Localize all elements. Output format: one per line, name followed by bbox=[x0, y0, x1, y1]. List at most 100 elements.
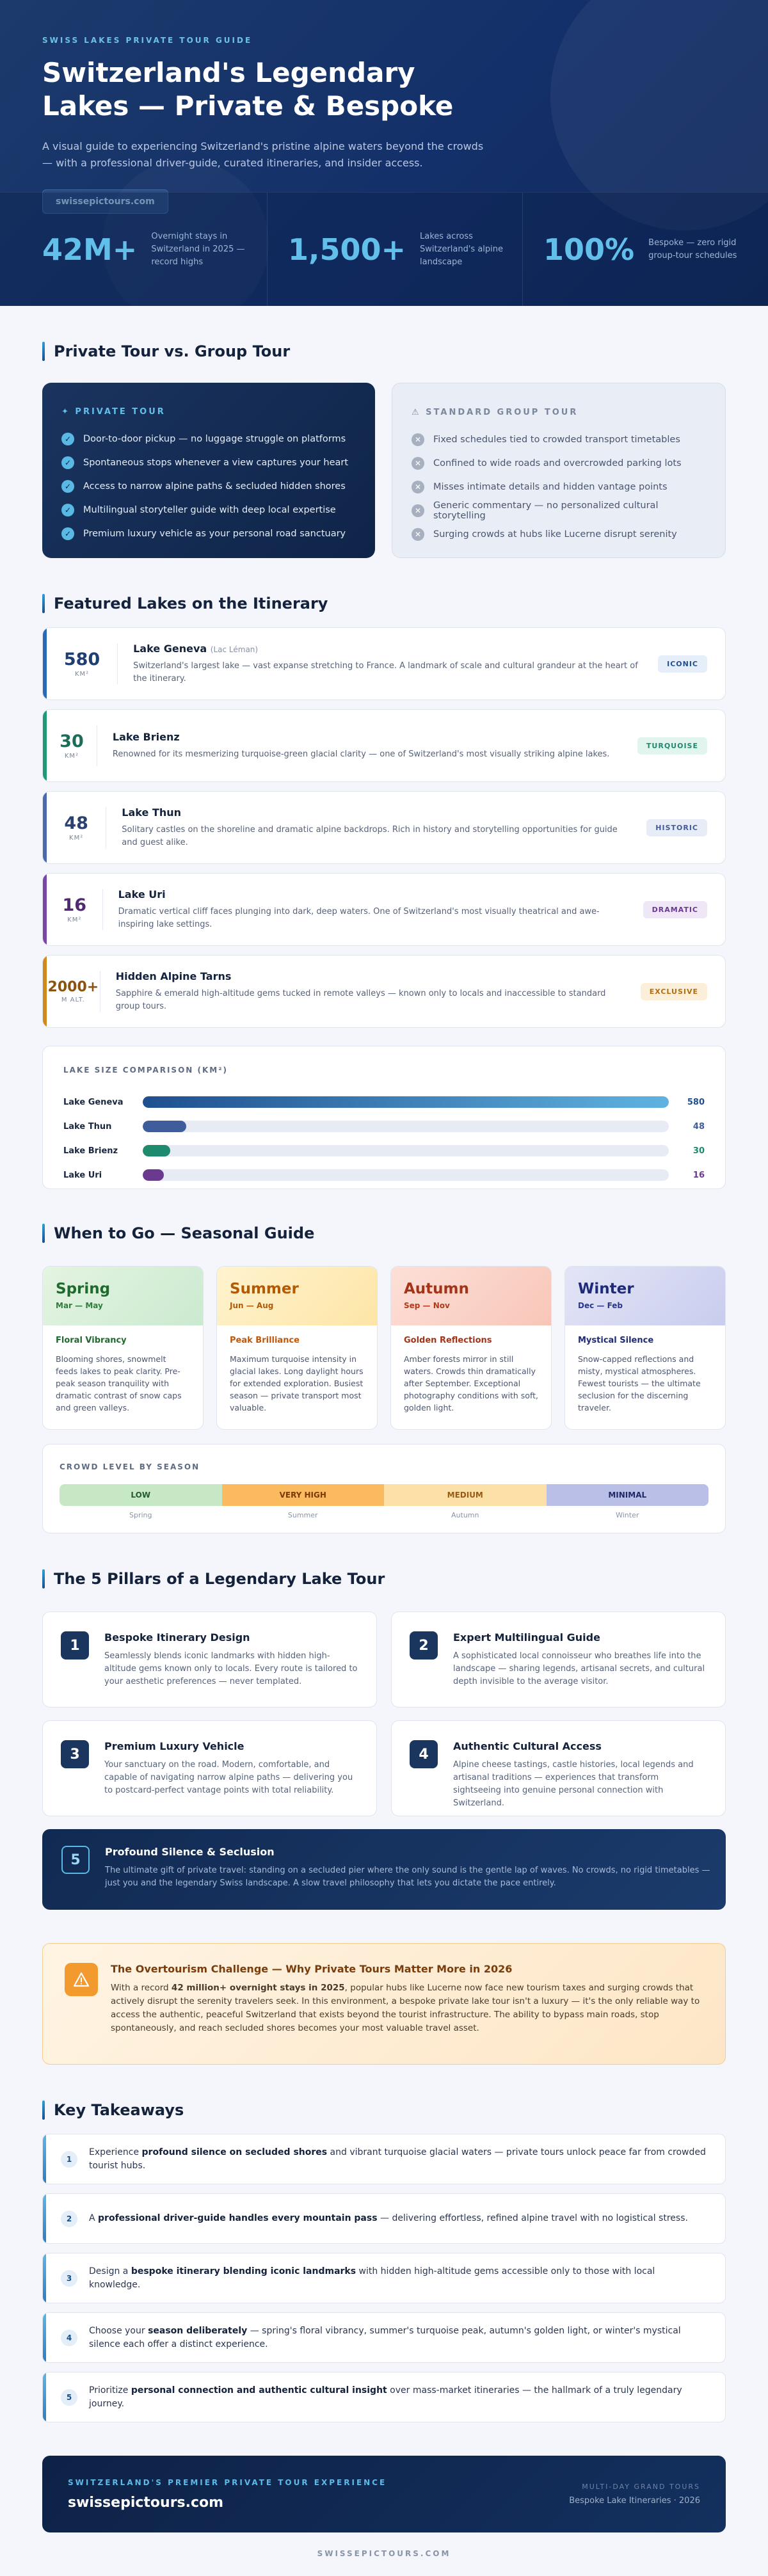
takeaway-text: Prioritize personal connection and authe… bbox=[89, 2384, 707, 2411]
stat-label: Overnight stays in Switzerland in 2025 —… bbox=[151, 231, 245, 267]
text-bold: 42 million+ overnight stays in 2025 bbox=[171, 1983, 345, 1993]
lake-metric-unit: KM² bbox=[67, 916, 82, 924]
check-icon: ✓ bbox=[61, 456, 74, 469]
pillars-section: The 5 Pillars of a Legendary Lake Tour 1… bbox=[42, 1569, 726, 1910]
text-bold: season deliberately bbox=[148, 2325, 248, 2336]
size-bar-track bbox=[143, 1145, 669, 1156]
size-bar-value: 30 bbox=[692, 1146, 705, 1156]
item-text: Multilingual storyteller guide with deep… bbox=[83, 504, 336, 515]
pillar-card: 2 Expert Multilingual Guide A sophisticat… bbox=[391, 1612, 726, 1708]
lake-metric: 16 KM² bbox=[47, 889, 103, 930]
crowd-label: Autumn bbox=[451, 1511, 479, 1519]
season-name: Autumn bbox=[404, 1281, 469, 1297]
season-highlight: Floral Vibrancy bbox=[56, 1336, 127, 1345]
section-title-text: When to Go — Seasonal Guide bbox=[54, 1224, 315, 1242]
size-bar-fill bbox=[143, 1169, 164, 1181]
pillar-grid: 1 Bespoke Itinerary Design Seamlessly ble… bbox=[42, 1612, 726, 1816]
check-icon: ✓ bbox=[61, 503, 74, 516]
season-body: Mystical Silence Snow-capped reflections… bbox=[565, 1325, 725, 1424]
takeaway-number: 5 bbox=[61, 2388, 77, 2406]
group-tour-item: ✕ Surging crowds at hubs like Lucerne dis… bbox=[412, 522, 706, 546]
season-card-winter: Winter Dec — Feb Mystical Silence Snow-c… bbox=[564, 1266, 726, 1430]
item-text: Door-to-door pickup — no luggage struggl… bbox=[83, 433, 346, 444]
crowd-label: Summer bbox=[287, 1511, 318, 1519]
pillar-body: Profound Silence & Seclusion The ultimate… bbox=[105, 1846, 719, 1893]
takeaway-number: 1 bbox=[61, 2150, 77, 2168]
hero-kicker: SWISS LAKES PRIVATE TOUR GUIDE bbox=[42, 36, 253, 45]
private-tour-item: ✓ Multilingual storyteller guide with dee… bbox=[61, 498, 356, 522]
cross-icon: ✕ bbox=[412, 480, 424, 493]
lake-description: Solitary castles on the shoreline and dr… bbox=[122, 824, 618, 847]
size-bar-label: Lake Uri bbox=[63, 1170, 102, 1180]
lake-name-text: Lake Thun bbox=[122, 806, 181, 819]
pillar-card: 3 Premium Luxury Vehicle Your sanctuary o… bbox=[42, 1720, 377, 1816]
lake-metric: 580 KM² bbox=[47, 643, 118, 684]
item-text: Access to narrow alpine paths & secluded… bbox=[83, 481, 346, 492]
takeaway-number: 4 bbox=[61, 2329, 77, 2346]
takeaways-section: Key Takeaways 1 Experience profound silen… bbox=[42, 2100, 726, 2422]
lake-metric-value: 30 bbox=[60, 732, 84, 751]
season-highlight: Peak Brilliance bbox=[230, 1336, 300, 1345]
seasons-section: When to Go — Seasonal Guide Spring Mar —… bbox=[42, 1224, 726, 1533]
compare-cards: ✦ PRIVATE TOUR ✓ Door-to-door pickup — no… bbox=[42, 383, 726, 558]
crowd-segment-winter: MINIMAL bbox=[546, 1484, 708, 1506]
size-bar-track bbox=[143, 1121, 669, 1132]
season-body: Peak Brilliance Maximum turquoise intens… bbox=[217, 1325, 377, 1424]
group-tour-item: ✕ Confined to wide roads and overcrowded … bbox=[412, 451, 706, 475]
lake-body: Lake Geneva (Lac Léman) Switzerland's la… bbox=[118, 643, 658, 685]
hero-stats: 42M+ Overnight stays in Switzerland in 2… bbox=[0, 192, 768, 306]
text-segment: With a record bbox=[111, 1983, 172, 1993]
season-body: Golden Reflections Amber forests mirror … bbox=[391, 1325, 551, 1424]
lake-tag: TURQUOISE bbox=[637, 737, 707, 755]
lake-name-text: Lake Uri bbox=[118, 888, 166, 900]
item-text: Misses intimate details and hidden vanta… bbox=[433, 481, 668, 492]
lake-metric-value: 2000+ bbox=[47, 979, 99, 995]
size-bars: Lake Geneva 580 Lake Thun 48 Lake Brienz 30 La… bbox=[63, 1090, 705, 1187]
lake-body: Lake Uri Dramatic vertical cliff faces p… bbox=[103, 888, 643, 931]
section-title: The 5 Pillars of a Legendary Lake Tour bbox=[42, 1569, 726, 1588]
section-title-text: Private Tour vs. Group Tour bbox=[54, 342, 291, 360]
lake-description: Renowned for its mesmerizing turquoise-g… bbox=[112, 749, 610, 759]
text-segment: — delivering effortless, refined alpine … bbox=[377, 2213, 688, 2223]
warning-icon bbox=[65, 1963, 98, 1996]
hero-subtitle: A visual guide to experiencing Switzerla… bbox=[42, 140, 484, 169]
lake-tag: HISTORIC bbox=[646, 819, 707, 836]
lake-name-text: Lake Geneva bbox=[133, 642, 207, 655]
season-highlight: Mystical Silence bbox=[578, 1336, 654, 1345]
season-months: Jun — Aug bbox=[230, 1301, 274, 1310]
footer-kicker: SWITZERLAND'S PREMIER PRIVATE TOUR EXPER… bbox=[68, 2477, 387, 2487]
pillar-body: Bespoke Itinerary Design Seamlessly blend… bbox=[104, 1631, 358, 1688]
pillar-text: Alpine cheese tastings, castle histories… bbox=[453, 1760, 694, 1808]
item-text: Spontaneous stops whenever a view captur… bbox=[83, 457, 349, 468]
site-link-pill[interactable]: swissepictours.com bbox=[42, 189, 168, 214]
pillar-card: 1 Bespoke Itinerary Design Seamlessly ble… bbox=[42, 1612, 377, 1708]
text-bold: professional driver-guide handles every … bbox=[98, 2213, 378, 2223]
footer-copyright: SWISSEPICTOURS.COM bbox=[317, 2549, 451, 2558]
private-tour-card: ✦ PRIVATE TOUR ✓ Door-to-door pickup — no… bbox=[42, 383, 375, 558]
group-tour-card: ⚠ STANDARD GROUP TOUR ✕ Fixed schedules t… bbox=[392, 383, 726, 558]
check-icon: ✓ bbox=[61, 432, 74, 445]
size-bar-track bbox=[143, 1096, 669, 1108]
pillar-body: Expert Multilingual Guide A sophisticated… bbox=[453, 1631, 707, 1688]
text-segment: , popular hubs like Lucerne now face new… bbox=[111, 1983, 700, 2033]
text-segment: with hidden high-altitude gems accessibl… bbox=[89, 2266, 655, 2290]
crowd-label: Winter bbox=[616, 1511, 639, 1519]
pillar-title: Expert Multilingual Guide bbox=[453, 1631, 600, 1644]
lake-card-geneva: 580 KM² Lake Geneva (Lac Léman) Switzerla… bbox=[42, 627, 726, 700]
crowd-bar: LOW VERY HIGH MEDIUM MINIMAL bbox=[60, 1484, 708, 1506]
size-bar-label: Lake Brienz bbox=[63, 1146, 118, 1156]
lake-metric-unit: KM² bbox=[69, 835, 84, 842]
season-text: Amber forests mirror in still waters. Cr… bbox=[404, 1354, 539, 1412]
footer-left: SWITZERLAND'S PREMIER PRIVATE TOUR EXPER… bbox=[68, 2478, 387, 2511]
page-bottom-spacer bbox=[0, 2558, 768, 2576]
section-accent-bar bbox=[42, 2100, 45, 2120]
takeaway-item: 1 Experience profound silence on secluded… bbox=[42, 2134, 726, 2184]
overtourism-section: The Overtourism Challenge — Why Private … bbox=[42, 1943, 726, 2065]
season-card-spring: Spring Mar — May Floral Vibrancy Bloomin… bbox=[42, 1266, 204, 1430]
season-header: Autumn Sep — Nov bbox=[391, 1267, 551, 1325]
lake-name: Hidden Alpine Tarns bbox=[116, 970, 628, 982]
check-icon: ✓ bbox=[61, 527, 74, 540]
footer-brand-link[interactable]: swissepictours.com bbox=[68, 2494, 224, 2511]
pillar-card-wide: 5 Profound Silence & Seclusion The ultima… bbox=[42, 1829, 726, 1910]
takeaway-item: 3 Design a bespoke itinerary blending ico… bbox=[42, 2253, 726, 2303]
